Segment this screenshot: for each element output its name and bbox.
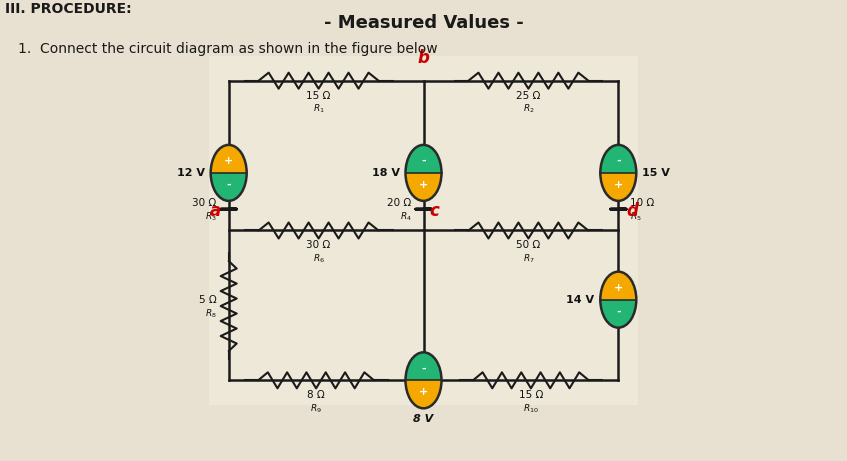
Ellipse shape — [406, 352, 441, 408]
Ellipse shape — [601, 272, 636, 328]
Ellipse shape — [406, 145, 441, 201]
Text: 8 Ω: 8 Ω — [307, 390, 325, 400]
Ellipse shape — [211, 145, 246, 201]
Text: $R_5$: $R_5$ — [630, 211, 642, 224]
Text: $R_2$: $R_2$ — [523, 103, 534, 115]
Text: +: + — [614, 180, 623, 189]
Ellipse shape — [406, 352, 441, 408]
Text: 50 Ω: 50 Ω — [517, 241, 540, 250]
Text: 15 Ω: 15 Ω — [307, 91, 331, 100]
Ellipse shape — [406, 145, 441, 201]
Text: 30 Ω: 30 Ω — [307, 241, 330, 250]
Text: -: - — [616, 156, 621, 166]
Text: c: c — [429, 202, 440, 220]
Text: $R_9$: $R_9$ — [310, 402, 322, 415]
Ellipse shape — [601, 145, 636, 201]
Text: $R_1$: $R_1$ — [313, 103, 324, 115]
Text: 18 V: 18 V — [372, 168, 400, 178]
Text: $R_{10}$: $R_{10}$ — [523, 402, 539, 415]
Text: b: b — [418, 49, 429, 67]
Text: d: d — [626, 202, 638, 220]
Text: $R_4$: $R_4$ — [400, 211, 412, 224]
Text: +: + — [224, 156, 233, 166]
Ellipse shape — [211, 145, 246, 201]
Text: 12 V: 12 V — [177, 168, 205, 178]
Text: $R_6$: $R_6$ — [313, 253, 324, 265]
Text: 30 Ω: 30 Ω — [192, 198, 217, 208]
Text: 25 Ω: 25 Ω — [516, 91, 540, 100]
Text: $R_8$: $R_8$ — [205, 308, 217, 320]
Text: 5 Ω: 5 Ω — [199, 295, 217, 305]
Text: 10 Ω: 10 Ω — [630, 198, 655, 208]
Ellipse shape — [601, 145, 636, 201]
Text: -: - — [421, 364, 426, 373]
Text: 15 Ω: 15 Ω — [518, 390, 543, 400]
FancyBboxPatch shape — [208, 56, 639, 405]
Text: 8 V: 8 V — [413, 414, 434, 424]
Text: -: - — [421, 156, 426, 166]
Ellipse shape — [601, 272, 636, 328]
Text: +: + — [419, 180, 428, 189]
Text: -: - — [226, 180, 231, 189]
Text: 20 Ω: 20 Ω — [387, 198, 412, 208]
Text: $R_7$: $R_7$ — [523, 253, 534, 265]
Text: +: + — [419, 387, 428, 397]
Text: III. PROCEDURE:: III. PROCEDURE: — [5, 2, 131, 16]
Text: 14 V: 14 V — [566, 295, 595, 305]
Text: +: + — [614, 283, 623, 293]
Text: -: - — [616, 307, 621, 316]
Text: - Measured Values -: - Measured Values - — [324, 14, 523, 32]
Text: 1.  Connect the circuit diagram as shown in the figure below: 1. Connect the circuit diagram as shown … — [18, 42, 438, 56]
Text: $R_3$: $R_3$ — [205, 211, 217, 224]
Text: a: a — [209, 202, 221, 220]
Text: 15 V: 15 V — [642, 168, 670, 178]
